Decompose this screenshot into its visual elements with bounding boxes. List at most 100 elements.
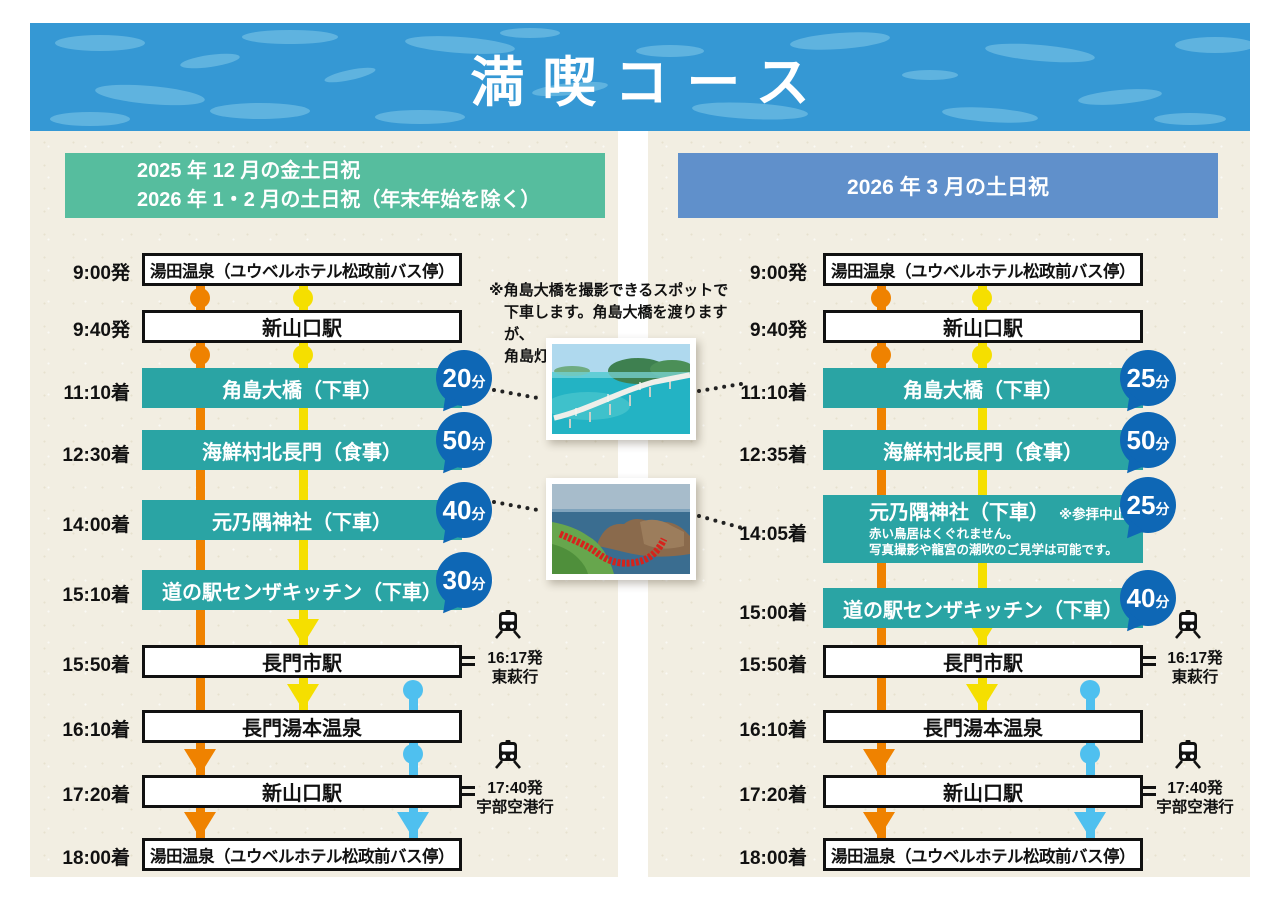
route-cap [972,345,992,365]
sight-bar: 海鮮村北長門（食事） [142,430,462,470]
equals-connector [1142,656,1156,666]
tsunoshima-bridge-photo [546,338,696,440]
train-note: 17:40発 宇部空港行 [1153,779,1237,818]
train-depart: 17:40発 [1167,780,1223,797]
route-line-yellow [978,268,987,712]
train-icon [495,740,521,769]
title-banner: 満喫コース [30,23,1250,131]
right-header-line1: 2026 年 3 月の土日祝 [847,175,1049,199]
stop-label: 湯田温泉（ユウベルホテル松政前バス停） [150,262,455,281]
stop-box: 長門湯本温泉 [142,710,462,743]
motonosumi-shrine-photo [546,478,696,580]
sight-label: 角島大橋（下車） [903,379,1063,402]
route-arrow-down [287,619,319,645]
sight-label: 元乃隅神社（下車） [869,501,1049,524]
duration-badge: 40 分 [436,482,492,538]
route-line-yellow [299,268,308,712]
time-label: 14:05着 [739,524,807,545]
time-label: 17:20着 [739,785,807,806]
sight-label: 海鮮村北長門（食事） [883,441,1083,464]
route-arrow-down [184,749,216,775]
stop-box: 長門湯本温泉 [823,710,1143,743]
stop-box: 新山口駅 [142,775,462,808]
stop-label: 新山口駅 [943,318,1023,340]
sight-label: 道の駅センザキッチン（下車） [162,581,442,604]
stop-box: 湯田温泉（ユウベルホテル松政前バス停） [142,253,462,286]
stop-box: 湯田温泉（ユウベルホテル松政前バス停） [823,253,1143,286]
time-label: 9:40発 [749,320,807,341]
left-header-line1: 2025 年 12 月の金土日祝 [137,160,361,183]
time-label: 15:10着 [62,585,130,606]
course-title: 満喫コース [470,52,828,113]
time-label: 12:30着 [62,445,130,466]
route-arrow-down [863,749,895,775]
route-cap [403,680,423,700]
stop-box: 長門市駅 [142,645,462,678]
sight-bar: 元乃隅神社（下車） [142,500,462,540]
sight-bar: 道の駅センザキッチン（下車） [823,588,1143,628]
time-label: 18:00着 [62,848,130,869]
water-texture [30,23,1250,131]
train-destination: 宇部空港行 [476,799,554,817]
stop-label: 新山口駅 [262,783,342,805]
duration-badge: 30 分 [436,552,492,608]
train-depart: 16:17発 [487,650,543,667]
time-label: 9:00発 [72,263,130,284]
route-line-lightblue [409,682,418,850]
route-arrow-down [287,684,319,710]
sight-bar: 道の駅センザキッチン（下車） [142,570,462,610]
left-header-line2: 2026 年 1・2 月の土日祝（年末年始を除く） [137,188,541,211]
route-cap [403,744,423,764]
sight-bar: 海鮮村北長門（食事） [823,430,1143,470]
duration-badge: 25 分 [1120,477,1176,533]
route-arrow-down [184,812,216,838]
duration-badge: 20 分 [436,350,492,406]
sight-label: 角島大橋（下車） [222,379,382,402]
time-label: 16:10着 [739,720,807,741]
route-arrow-down [863,812,895,838]
time-label: 16:10着 [62,720,130,741]
sight-bar: 角島大橋（下車） [823,368,1143,408]
route-cap [293,288,313,308]
left-panel-header: 2025 年 12 月の金土日祝 2026 年 1・2 月の土日祝（年末年始を除… [65,153,605,218]
stop-box: 湯田温泉（ユウベルホテル松政前バス停） [142,838,462,871]
duration-badge: 40 分 [1120,570,1176,626]
route-cap [190,345,210,365]
time-label: 11:10着 [740,383,807,404]
train-note: 16:17発 東萩行 [477,649,553,688]
train-destination: 宇部空港行 [1156,799,1234,817]
stop-box: 新山口駅 [823,775,1143,808]
stop-box: 新山口駅 [823,310,1143,343]
train-depart: 17:40発 [487,780,543,797]
stop-label: 長門湯本温泉 [242,718,362,740]
train-destination: 東萩行 [1171,669,1219,687]
shrine-note-inline: ※参拝中止 [1059,506,1127,522]
time-label: 11:10着 [63,383,130,404]
stop-label: 湯田温泉（ユウベルホテル松政前バス停） [831,262,1136,281]
stop-label: 新山口駅 [943,783,1023,805]
tsunoshima-bridge-illustration [552,344,690,434]
route-cap [871,288,891,308]
duration-badge: 50 分 [436,412,492,468]
route-cap [1080,744,1100,764]
bridge-note-line2: 下車します。角島大橋を渡りますが、 [504,304,728,344]
route-cap [293,345,313,365]
stop-box: 湯田温泉（ユウベルホテル松政前バス停） [823,838,1143,871]
stop-label: 長門市駅 [262,653,342,675]
sight-bar-shrine: 元乃隅神社（下車） ※参拝中止 赤い鳥居はくぐれません。 写真撮影や龍宮の潮吹の… [823,495,1143,563]
time-label: 14:00着 [62,515,130,536]
stop-label: 湯田温泉（ユウベルホテル松政前バス停） [150,847,455,866]
train-depart: 16:17発 [1167,650,1223,667]
route-cap [1080,680,1100,700]
route-arrow-down [966,684,998,710]
time-label: 15:50着 [62,655,130,676]
route-arrow-down [397,812,429,838]
stop-label: 新山口駅 [262,318,342,340]
time-label: 12:35着 [739,445,807,466]
duration-badge: 25 分 [1120,350,1176,406]
train-icon [1175,610,1201,639]
train-icon [1175,740,1201,769]
train-note: 16:17発 東萩行 [1157,649,1233,688]
route-cap [190,288,210,308]
route-arrow-down [1074,812,1106,838]
